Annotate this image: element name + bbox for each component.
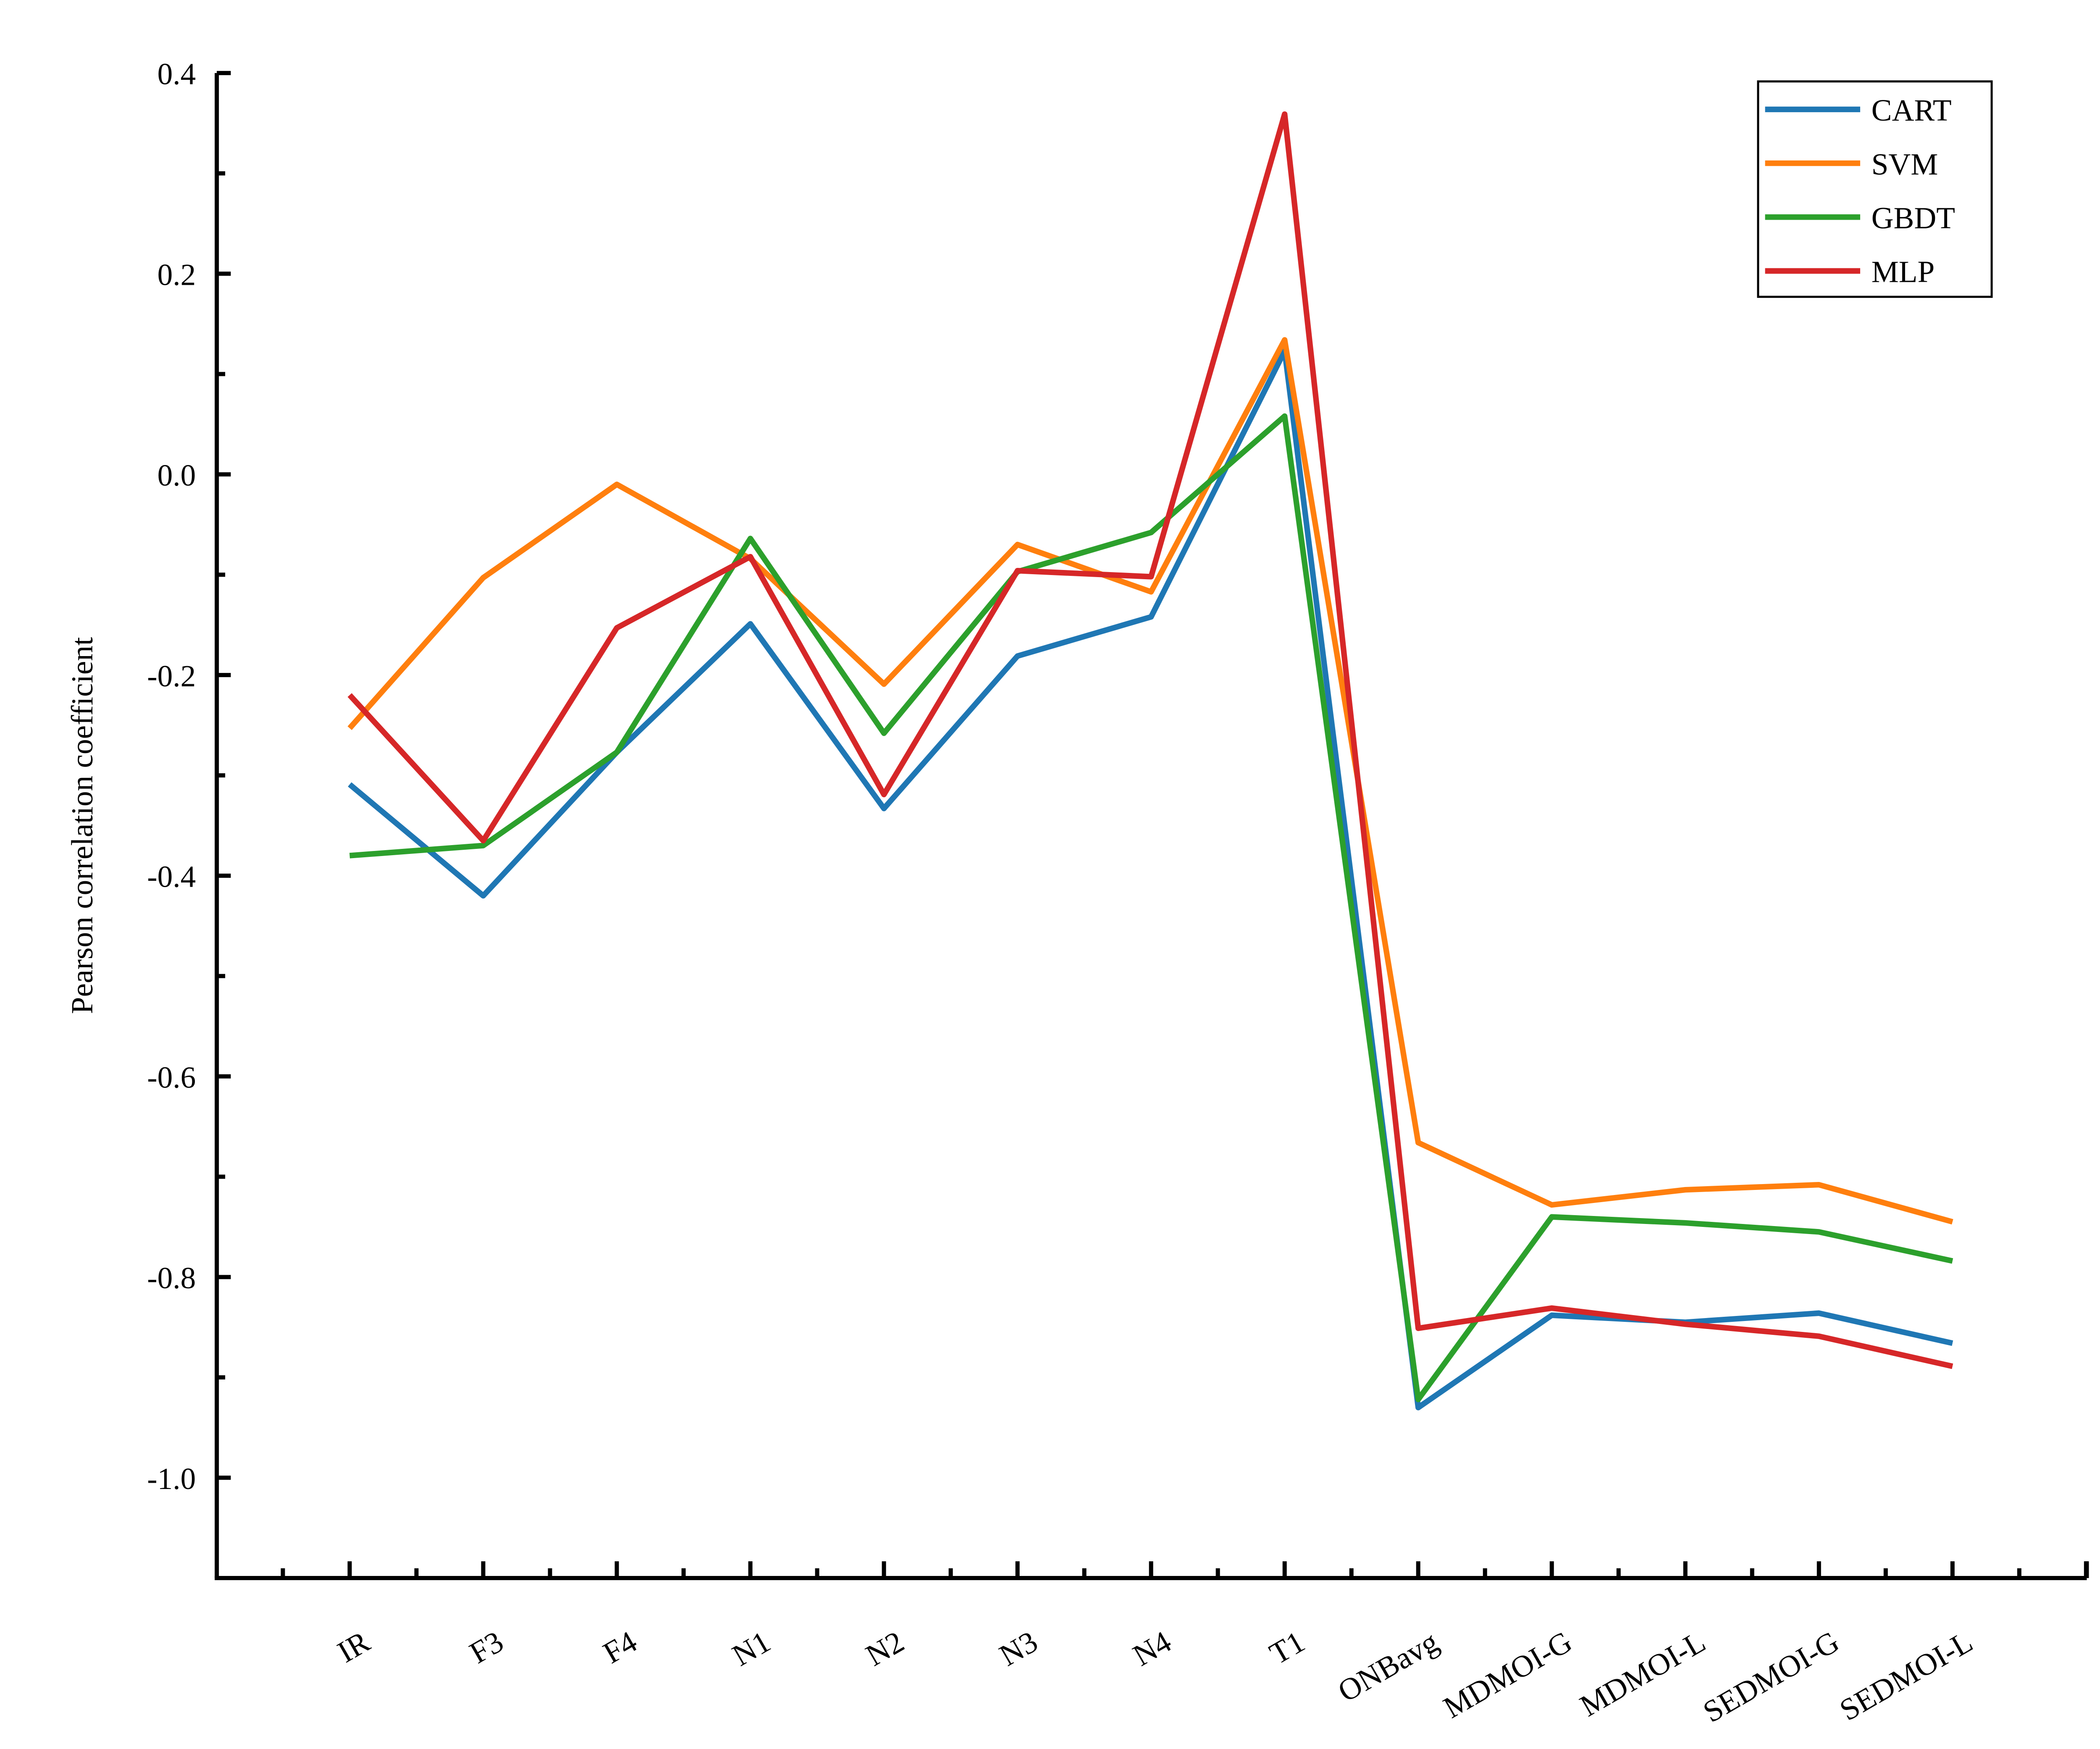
series-line-cart: [348, 348, 1953, 1410]
y-tick-label: 0.2: [158, 257, 196, 292]
x-tick-label: SEDMOI-L: [1834, 1624, 1979, 1727]
x-tick-label: T1: [1264, 1624, 1310, 1671]
legend-box: [1757, 80, 1993, 298]
y-tick-label: 0.0: [158, 458, 196, 492]
x-tick-label: SEDMOI-G: [1697, 1624, 1845, 1729]
x-tick-label: MDMOI-G: [1438, 1624, 1578, 1725]
x-tick-label: F4: [597, 1624, 643, 1670]
legend-label: SVM: [1872, 147, 1938, 181]
x-tick-label: N1: [727, 1624, 776, 1673]
legend: CART SVM GBDT MLP: [1757, 80, 1993, 298]
series-line-mlp: [347, 111, 1953, 1369]
y-tick-label: -0.2: [147, 659, 196, 693]
series-line-gbdt: [349, 413, 1953, 1402]
x-tick-label: MDMOI-L: [1574, 1624, 1711, 1723]
series-line-svm: [347, 337, 1953, 1225]
y-axis-label: Pearson correlation coefficient: [65, 637, 99, 1014]
y-tick-label: -0.8: [147, 1261, 196, 1295]
legend-label: GBDT: [1872, 201, 1955, 235]
x-tick-label: N3: [994, 1624, 1043, 1673]
y-tick-label: -1.0: [147, 1462, 196, 1496]
legend-label: CART: [1872, 93, 1952, 127]
x-tick-label: N4: [1127, 1624, 1177, 1673]
x-tick-label: F3: [464, 1624, 509, 1670]
y-tick-label: 0.4: [158, 57, 196, 91]
x-tick-label: IR: [332, 1624, 375, 1669]
axes: 0.4 0.2 0.0 -0.2 -0.4 -0.6 -0.8 -1.0 IR F3 F4 N1 N2 N…: [147, 57, 2089, 1729]
y-tick-label: -0.6: [147, 1060, 196, 1094]
x-tick-label: ONBavg: [1332, 1624, 1444, 1708]
x-tick-label: N2: [860, 1624, 910, 1673]
y-tick-label: -0.4: [147, 860, 196, 894]
series-lines: [347, 111, 1953, 1410]
legend-label: MLP: [1872, 255, 1935, 289]
